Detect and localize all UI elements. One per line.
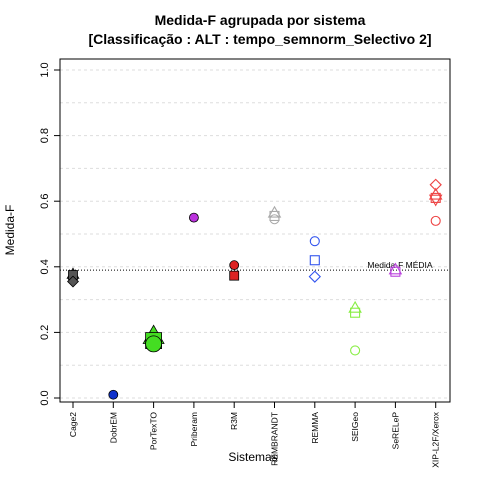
data-point-circle — [309, 236, 320, 247]
y-tick-label: 0.6 — [39, 194, 51, 209]
x-tick-label: Cage2 — [68, 412, 78, 437]
y-tick-label: 0.8 — [39, 128, 51, 143]
x-tick-label: DobrEM — [108, 412, 118, 443]
data-point-square — [229, 270, 240, 281]
x-tick-label: REMBRANDT — [270, 412, 280, 466]
plot-frame — [59, 58, 451, 403]
x-tick-label: REMMA — [310, 412, 320, 444]
y-axis-label: Medida-F — [3, 205, 17, 256]
y-tick-label: 0.0 — [39, 390, 51, 405]
data-point-diamond — [67, 275, 79, 288]
x-tick-label: Priberam — [189, 412, 199, 446]
data-point-square — [309, 255, 320, 266]
data-point-triangle-down — [428, 194, 443, 207]
data-point-circle — [269, 214, 280, 225]
x-tick-label: SeRELeP — [390, 412, 400, 450]
data-point-triangle — [388, 262, 403, 275]
data-point-square — [430, 192, 441, 203]
data-point-square — [390, 266, 401, 277]
chart-subtitle: [Classificação : ALT : tempo_semnorm_Sel… — [88, 31, 431, 47]
y-axis: 0.0 0.2 0.4 0.6 0.8 1.0 — [39, 62, 60, 406]
data-point-circle — [229, 260, 240, 271]
y-tick-label: 0.2 — [39, 325, 51, 340]
reference-line-label: Medida-F MÉDIA — [367, 260, 433, 270]
x-tick-label: XIP-L2F/Xerox — [431, 411, 441, 467]
data-point-circle — [430, 215, 441, 226]
x-tick-label: R3M — [229, 412, 239, 430]
y-tick-label: 0.4 — [39, 259, 51, 274]
data-point-square — [269, 210, 280, 222]
x-tick-label: PorTexTO — [149, 412, 159, 450]
x-axis-label: Sistemas — [228, 450, 277, 464]
data-point-circle — [145, 335, 163, 353]
grid-lines — [60, 69, 450, 399]
chart-title: Medida-F agrupada por sistema — [155, 12, 366, 28]
x-axis: Cage2 DobrEM PorTexTO Priberam R3M REMBRANDT R… — [68, 402, 441, 468]
reference-line-group: Medida-F MÉDIA — [60, 260, 450, 271]
y-tick-label: 1.0 — [39, 62, 51, 77]
data-points — [66, 178, 443, 400]
data-point-diamond — [429, 178, 442, 191]
data-point-circle — [350, 345, 361, 356]
data-point-circle — [188, 212, 199, 223]
data-point-triangle — [348, 300, 362, 313]
x-tick-label: SEIGeo — [350, 412, 360, 442]
data-point-square — [350, 307, 361, 318]
data-point-diamond — [308, 270, 321, 283]
data-point-circle — [108, 389, 119, 400]
